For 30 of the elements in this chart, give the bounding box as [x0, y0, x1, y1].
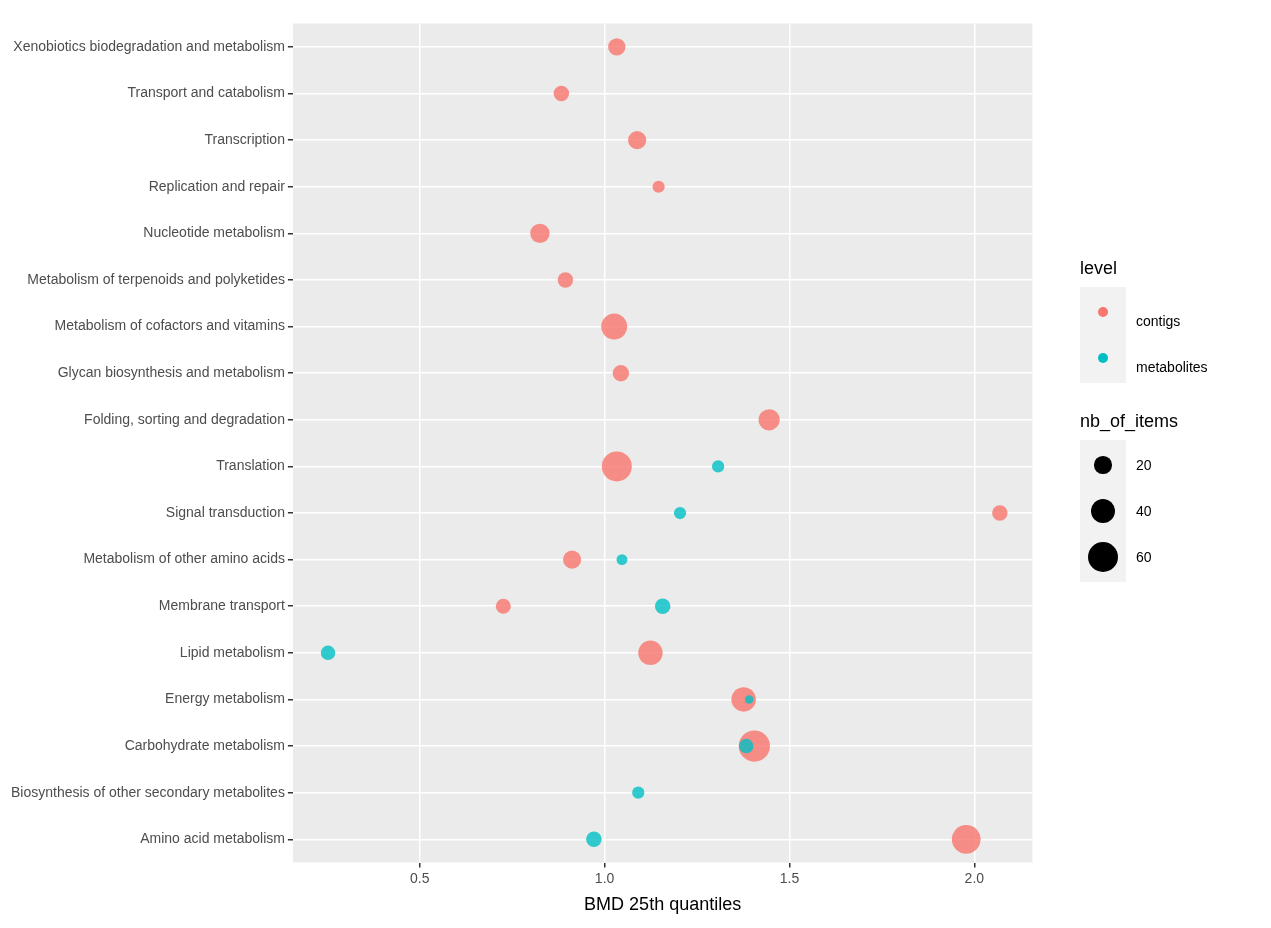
- legend-label: contigs: [1136, 312, 1182, 331]
- y-tick-label: Carbohydrate metabolism: [124, 736, 285, 753]
- y-tick-label: Energy metabolism: [165, 690, 285, 707]
- y-tick-label: Nucleotide metabolism: [143, 224, 285, 241]
- y-tick-label: Glycan biosynthesis and metabolism: [57, 364, 285, 381]
- x-tick-label: 2.0: [964, 869, 985, 886]
- x-axis-title: BMD 25th quantiles: [584, 894, 742, 915]
- legend-label: 20: [1136, 456, 1152, 475]
- y-tick-label: Xenobiotics biodegradation and metabolism: [13, 37, 285, 54]
- y-tick-label: Replication and repair: [148, 177, 286, 194]
- y-tick-label: Metabolism of terpenoids and polyketides: [27, 270, 285, 287]
- y-tick-label: Signal transduction: [165, 503, 285, 520]
- y-tick-label: Biosynthesis of other secondary metabolites: [10, 783, 285, 800]
- legend-label: 60: [1136, 548, 1152, 567]
- y-tick-label: Metabolism of other amino acids: [83, 550, 285, 567]
- legend-label: metabolites: [1136, 358, 1208, 377]
- y-tick-label: Transcription: [204, 131, 285, 147]
- y-tick-label: Transport and catabolism: [127, 84, 285, 101]
- y-tick-label: Amino acid metabolism: [140, 830, 285, 847]
- y-tick-label: Lipid metabolism: [179, 643, 285, 660]
- text: nb_of_items: [1080, 411, 1179, 432]
- y-tick-label: Folding, sorting and degradation: [84, 410, 285, 427]
- y-tick-label: Translation: [216, 457, 285, 474]
- x-tick-label: 1.0: [594, 869, 615, 886]
- legend-label: 40: [1136, 502, 1152, 521]
- y-tick-label: Membrane transport: [158, 597, 286, 614]
- legend-title: level: [1080, 258, 1119, 279]
- x-tick-label: 1.5: [779, 869, 800, 886]
- x-tick-label: 0.5: [410, 869, 430, 886]
- y-tick-label: Metabolism of cofactors and vitamins: [54, 317, 285, 334]
